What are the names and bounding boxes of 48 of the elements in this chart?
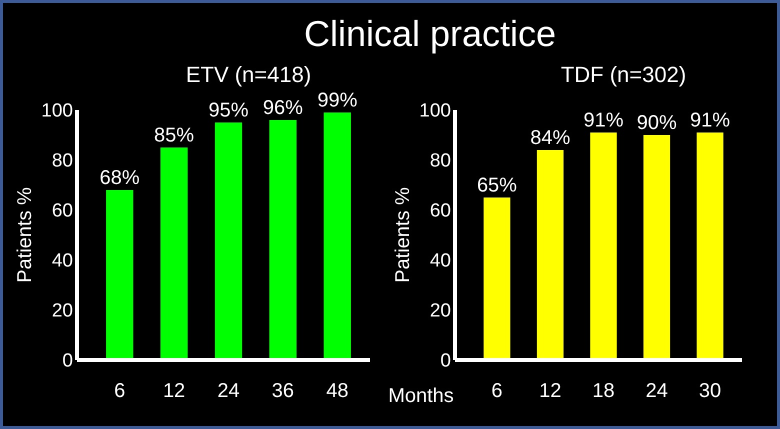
bar <box>484 198 510 360</box>
y-tick-label: 60 <box>52 200 73 222</box>
data-label: 65% <box>476 174 518 196</box>
x-tick-label: 12 <box>162 380 186 402</box>
bar <box>269 120 297 360</box>
bar <box>590 132 617 360</box>
bar <box>643 135 670 360</box>
chart-title: Clinical practice <box>304 13 556 54</box>
y-axis-title: Patients % <box>392 186 414 283</box>
x-tick-label: 30 <box>698 380 722 402</box>
y-tick-label: 60 <box>430 200 451 222</box>
y-tick-label: 100 <box>41 100 73 122</box>
bar <box>106 190 134 360</box>
bar <box>696 132 724 360</box>
x-tick-label: 36 <box>272 380 294 402</box>
data-label: 84% <box>530 127 570 149</box>
data-label: 85% <box>154 124 194 146</box>
chart-title: TDF (n=302) <box>560 62 686 87</box>
y-tick-label: 20 <box>52 300 73 322</box>
bar <box>536 150 564 360</box>
chart-subtitle: ETV (n=418) <box>186 62 312 87</box>
x-tick-label: 6 <box>114 380 126 402</box>
data-label: 91% <box>690 110 730 132</box>
y-tick-label: 100 <box>419 100 451 122</box>
x-tick-label: 24 <box>217 380 240 402</box>
x-tick-label: 18 <box>592 380 615 402</box>
x-tick-label: 12 <box>539 380 562 402</box>
y-tick-label: 40 <box>52 250 73 272</box>
y-tick-label: 40 <box>430 250 451 272</box>
bar <box>214 122 242 360</box>
x-tick-label: 24 <box>646 380 668 402</box>
y-tick-label: 0 <box>440 350 451 372</box>
y-tick-label: 80 <box>52 150 73 172</box>
x-axis-title: Months <box>388 385 454 407</box>
data-label: 90% <box>636 112 677 134</box>
bar <box>324 112 351 360</box>
data-label: 95% <box>208 100 249 122</box>
data-label: 91% <box>583 110 624 132</box>
data-label: 68% <box>100 167 140 189</box>
data-label: 99% <box>317 90 358 112</box>
y-tick-label: 20 <box>430 300 451 322</box>
data-label: 96% <box>262 97 304 119</box>
x-tick-label: 48 <box>326 380 348 402</box>
bar <box>160 148 188 360</box>
y-tick-label: 0 <box>62 350 73 372</box>
y-axis-title: Patients % <box>14 186 36 283</box>
x-tick-label: 6 <box>491 380 503 402</box>
y-tick-label: 80 <box>430 150 451 172</box>
